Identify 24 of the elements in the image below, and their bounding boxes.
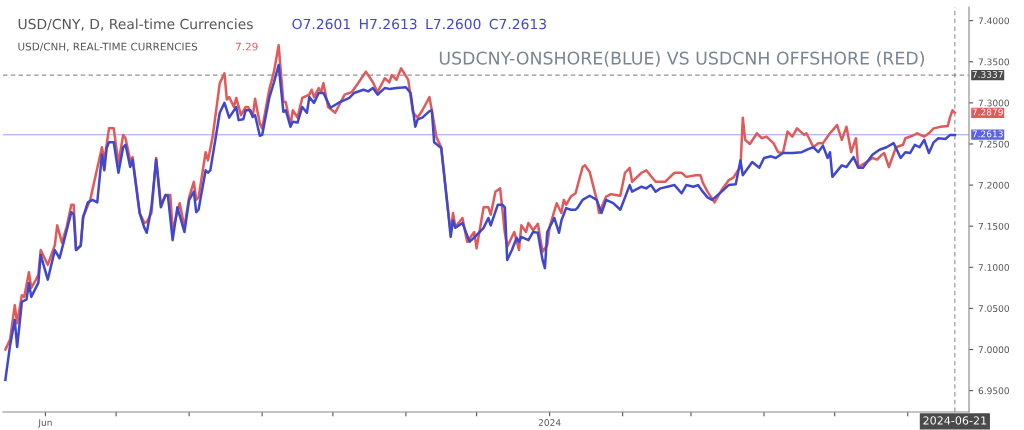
y-tick-label: 6.9500: [978, 387, 1010, 395]
y-tick-label: 7.1500: [978, 222, 1010, 230]
ref-line-label: 2024-06-21: [923, 416, 987, 425]
annotation: H7.2613: [359, 18, 417, 30]
annotation: C7.2613: [489, 18, 546, 30]
y-tick-label: 7.0500: [978, 305, 1010, 312]
x-tick-label: Jun: [37, 419, 52, 428]
y-tick-label: 7.2000: [978, 181, 1010, 189]
annotation: L7.2600: [426, 18, 481, 30]
x-tick-label: 2024: [538, 419, 561, 426]
ref-line-label: 7.3337: [972, 70, 1003, 78]
y-tick-label: 7.3500: [978, 58, 1010, 66]
text: USDCNY-ONSHORE(BLUE) VS USDCNH OFFSHORE (RED): [439, 51, 925, 67]
annotation: 7.29: [235, 42, 258, 51]
annotation: 7.2879: [972, 108, 1003, 116]
annotation: USD/CNH, REAL-TIME CURRENCIES: [18, 42, 198, 52]
y-tick-label: 7.4000: [978, 17, 1010, 25]
y-tick-label: 7.2500: [978, 140, 1010, 148]
y-tick-label: 7.0000: [978, 346, 1010, 354]
y-tick-label: 7.3000: [978, 99, 1010, 107]
y-tick-label: 7.1000: [978, 264, 1010, 271]
annotation: O7.2601: [292, 18, 350, 30]
ref-line-label: 7.2613: [972, 130, 1003, 138]
annotation: USD/CNY, D, Real-time Currencies: [18, 18, 253, 31]
